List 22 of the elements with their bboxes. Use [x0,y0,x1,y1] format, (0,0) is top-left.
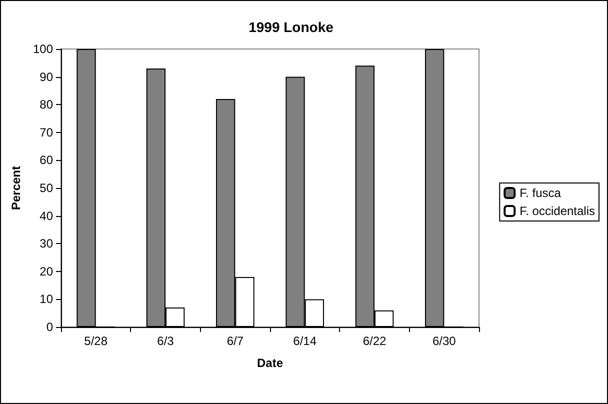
x-tick-label: 5/28 [84,334,108,348]
legend-label: F. occidentalis [520,204,596,218]
y-tick-label: 80 [40,98,54,112]
y-axis-title: Percent [9,166,24,210]
x-tick-label: 6/22 [362,334,386,348]
y-tick-label: 60 [40,153,54,168]
y-tick-label: 10 [40,292,54,306]
y-tick-label: 40 [40,208,54,223]
x-tick-label: 6/14 [293,334,317,348]
chart-title: 1999 Lonoke [248,19,334,35]
y-tick-label: 20 [40,264,54,278]
y-tick-label: 70 [40,125,54,140]
x-tick-label: 6/30 [432,334,456,348]
x-tick-label: 6/3 [157,334,174,348]
y-tick-label: 90 [40,70,54,84]
y-tick-label: 0 [46,320,54,334]
legend-label: F. fusca [520,186,562,200]
y-tick-label: 30 [40,236,54,251]
y-tick-label: 100 [32,42,54,56]
x-axis-title: Date [256,356,284,370]
y-tick-label: 50 [40,181,54,195]
x-tick-label: 6/7 [226,334,244,348]
